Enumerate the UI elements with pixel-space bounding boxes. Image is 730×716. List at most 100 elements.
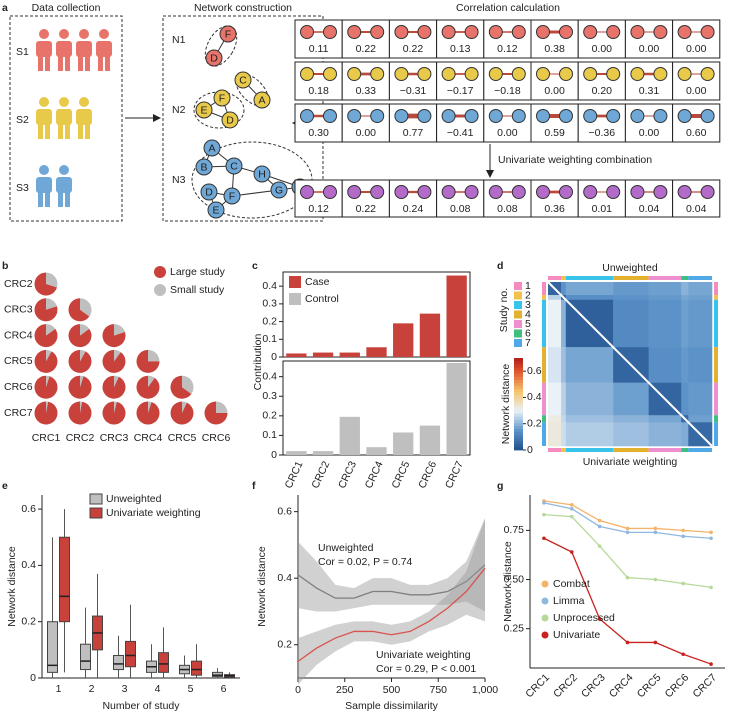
corr-node	[630, 25, 645, 39]
panel-label: e	[2, 480, 8, 492]
corr-node	[323, 67, 337, 81]
heatmap-cell	[548, 295, 562, 301]
corr-node	[300, 25, 314, 39]
panel-label: b	[2, 260, 8, 272]
corr-node	[347, 25, 362, 39]
legend-label: Univariate	[553, 629, 600, 641]
person-leg	[58, 56, 63, 71]
person-head	[79, 97, 89, 107]
corr-cell	[341, 179, 390, 218]
study-bar	[561, 448, 566, 452]
study-bar	[542, 299, 546, 348]
node-label: B	[200, 161, 207, 173]
corr-cell	[483, 61, 532, 101]
legend-label: Unprocessed	[553, 612, 615, 624]
colorbar-step	[514, 443, 523, 448]
panel-label: d	[497, 260, 503, 272]
heatmap-cell	[613, 299, 649, 348]
y-tick-label: 0.3	[262, 390, 277, 402]
legend-swatch	[541, 631, 549, 639]
point	[597, 544, 602, 548]
corr-node	[606, 25, 621, 39]
y-tick-label: 0.4	[277, 572, 292, 584]
box	[59, 536, 70, 623]
colorbar-step	[514, 416, 523, 420]
point	[625, 640, 630, 645]
y-axis-label: Contribution	[252, 334, 264, 391]
pie-slice-large	[34, 272, 57, 296]
legend-swatch	[514, 339, 522, 347]
heatmap-cell	[688, 282, 713, 296]
x-tick-label: 1,000	[472, 684, 498, 696]
bar	[393, 323, 414, 357]
pie-slice-large	[204, 401, 228, 425]
person-leg	[38, 56, 43, 71]
row-label: CRC6	[4, 381, 33, 393]
corr-node	[630, 109, 645, 123]
pie-slice-large	[34, 401, 58, 425]
corr-node	[653, 67, 668, 81]
annotation: Cor = 0.29, P < 0.001	[376, 663, 476, 675]
node-label: A	[258, 94, 265, 106]
colorbar-step	[514, 446, 523, 451]
point	[542, 512, 546, 517]
y-tick-label: 0.6	[277, 505, 292, 517]
person-body	[36, 109, 52, 125]
study-bar	[688, 276, 712, 280]
study-bar	[613, 448, 649, 452]
x-tick-label: 250	[336, 684, 354, 696]
corr-node	[441, 185, 456, 199]
corr-value: 0.60	[686, 127, 707, 139]
x-tick-label: CRC5	[168, 432, 197, 444]
line	[297, 564, 486, 599]
y-tick-label: 0.50	[504, 573, 525, 585]
row-label: CRC4	[4, 329, 33, 341]
corr-node	[606, 109, 621, 123]
x-tick-label: 2	[89, 683, 95, 695]
corr-node	[511, 185, 526, 199]
corr-value: 0.00	[639, 43, 660, 55]
person-head	[79, 29, 89, 39]
legend-swatch	[289, 276, 301, 288]
network-node	[253, 91, 271, 109]
point	[681, 528, 686, 533]
x-tick-label: 3	[122, 683, 128, 695]
corr-value: 0.00	[686, 85, 707, 97]
pie-slice-large	[102, 349, 126, 373]
study-bar	[542, 382, 546, 416]
colorbar-step	[514, 437, 523, 442]
pie-slice-small	[114, 324, 125, 336]
corr-cell	[436, 103, 485, 143]
corr-node	[677, 109, 692, 123]
network-node	[195, 101, 213, 119]
corr-node	[441, 25, 456, 39]
colorbar-step	[514, 364, 523, 368]
corr-node	[488, 67, 503, 81]
network-node	[205, 49, 223, 67]
pie-slice-large	[34, 349, 58, 373]
corr-cell	[388, 19, 438, 59]
person-leg	[78, 56, 83, 71]
pie-slice-small	[114, 401, 117, 413]
pie-slice-small	[80, 349, 86, 362]
y-axis-label: Network distance	[256, 546, 268, 627]
corr-node	[677, 25, 692, 39]
person-body	[56, 109, 72, 125]
corr-node	[559, 25, 573, 39]
colorbar-step	[514, 358, 523, 362]
pie-slice-large	[102, 401, 126, 425]
pie-slice-small	[182, 401, 187, 413]
corr-cell	[483, 179, 532, 218]
colorbar-step	[514, 434, 523, 439]
point	[709, 585, 713, 590]
pie-slice-large	[136, 349, 160, 373]
corr-cell	[436, 179, 485, 218]
corr-value: 0.31	[639, 85, 660, 97]
pie-slice-large	[136, 401, 160, 425]
confidence-band	[298, 518, 485, 685]
corr-cell	[388, 61, 438, 101]
heatmap-cell	[688, 299, 713, 348]
person-leg	[45, 56, 50, 71]
confidence-band	[298, 518, 485, 612]
